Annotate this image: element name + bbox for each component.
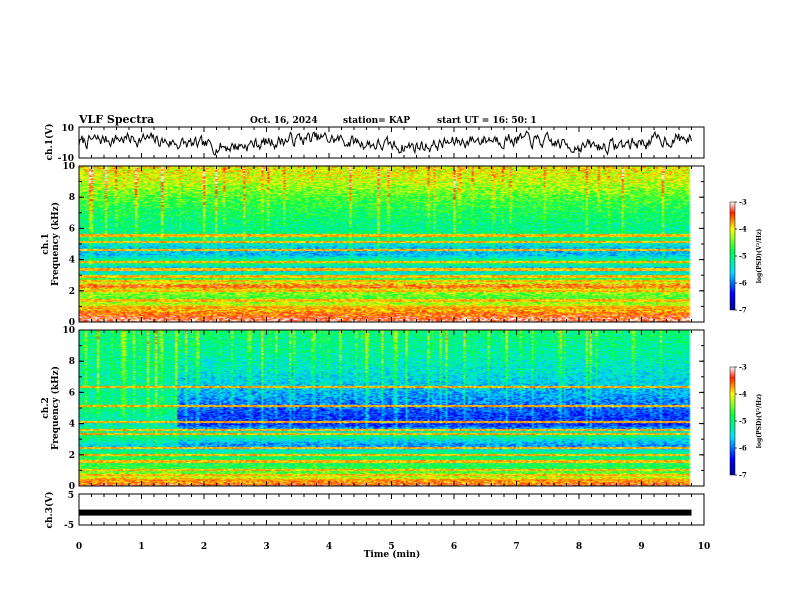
time-tick-label: 2 [201, 542, 207, 552]
colorbar-tick-label: -4 [739, 225, 747, 234]
ch2-spectrogram-panel: 0 2 4 6 8 10 ch.2 Frequency (kHz) [41, 326, 705, 492]
ch1-spectrogram-ylabel-channel: ch.1 [41, 233, 51, 254]
chart-station: station= KAP [343, 116, 410, 126]
chart-title: VLF Spectra [78, 113, 154, 126]
time-tick-label: 5 [388, 542, 394, 552]
ch1-xticks [78, 127, 705, 158]
ch1-colorbar: -3 -4 -5 -6 -7 log(PSD)(V²/Hz) [729, 198, 763, 315]
ch2-colorbar-ticks: -3 -4 -5 -6 -7 [735, 363, 747, 480]
ch2-colorbar-gradient [729, 366, 736, 476]
time-tick-label: 10 [698, 542, 711, 552]
colorbar-tick-label: -3 [739, 363, 747, 372]
ch2-spectrogram-xticks [78, 330, 705, 486]
ch1-waveform-panel: 10 -10 ch.1(V) [44, 124, 705, 164]
ch2-colorbar: -3 -4 -5 -6 -7 log(PSD)(V²/Hz) [729, 363, 763, 480]
ch3-waveform-panel: 5 -5 ch.3(V) 0 1 2 3 4 5 6 7 8 9 10 Time (min) [44, 491, 710, 560]
ch1-ytick-top: 10 [61, 124, 74, 134]
ch2-spectrogram-ylabel-frequency: Frequency (kHz) [50, 366, 61, 450]
ch2-colorbar-label: log(PSD)(V²/Hz) [756, 394, 763, 449]
ch1-colorbar-ticks: -3 -4 -5 -6 -7 [735, 198, 747, 315]
colorbar-tick-label: -6 [739, 279, 747, 288]
time-tick-label: 8 [576, 542, 582, 552]
ch3-ytick-bottom: -5 [64, 521, 74, 531]
ytick-label: 8 [69, 193, 75, 203]
colorbar-tick-label: -5 [739, 417, 747, 426]
ytick-label: 8 [69, 357, 75, 367]
chart-start-time: start UT = 16: 50: 1 [437, 116, 537, 126]
ch2-spectrogram-image [79, 330, 704, 486]
ytick-label: 6 [69, 224, 75, 234]
chart-date: Oct. 16, 2024 [250, 116, 318, 126]
ytick-label: 10 [62, 326, 75, 336]
ch1-spectrogram-image [79, 166, 704, 322]
ytick-label: 2 [69, 287, 75, 297]
time-tick-label: 9 [638, 542, 644, 552]
ch3-ylabel: ch.3(V) [44, 492, 55, 529]
ytick-label: 6 [69, 388, 75, 398]
colorbar-tick-label: -6 [739, 444, 747, 453]
ch2-spectrogram-yticks: 0 2 4 6 8 10 [62, 326, 704, 492]
ytick-label: 4 [69, 256, 75, 266]
ch1-colorbar-gradient [729, 201, 736, 311]
ch3-ytick-top: 5 [68, 491, 74, 501]
colorbar-tick-label: -4 [739, 390, 747, 399]
colorbar-tick-label: -7 [739, 306, 747, 315]
time-axis-ticklabels: 0 1 2 3 4 5 6 7 8 9 10 [76, 542, 710, 552]
ch1-colorbar-label: log(PSD)(V²/Hz) [756, 229, 763, 284]
time-tick-label: 4 [326, 542, 332, 552]
ch1-spectrogram-ylabel-frequency: Frequency (kHz) [50, 202, 61, 286]
colorbar-tick-label: -5 [739, 252, 747, 261]
ytick-label: 0 [69, 482, 75, 492]
time-axis-label: Time (min) [364, 549, 421, 560]
ch2-spectrogram-ylabel-channel: ch.2 [41, 397, 51, 418]
ch1-ytick-bottom: -10 [58, 154, 74, 164]
ch3-waveform-frame [78, 493, 705, 526]
ch3-xticks [78, 494, 705, 525]
ch3-waveform-line [79, 509, 692, 516]
colorbar-tick-label: -3 [739, 198, 747, 207]
ytick-label: 10 [62, 162, 75, 172]
ch1-spectrogram-xticks [78, 166, 705, 322]
time-tick-label: 3 [263, 542, 269, 552]
ytick-label: 0 [69, 318, 75, 328]
ytick-label: 4 [69, 420, 75, 430]
ytick-label: 2 [69, 451, 75, 461]
time-tick-label: 1 [138, 542, 144, 552]
time-tick-label: 7 [513, 542, 519, 552]
time-tick-label: 0 [76, 542, 82, 552]
ch1-waveform-line [78, 130, 692, 156]
ch1-spectrogram-panel: 0 2 4 6 8 10 ch.1 Frequency (kHz) [41, 162, 705, 328]
ch1-ylabel: ch.1(V) [44, 124, 55, 161]
colorbar-tick-label: -7 [739, 471, 747, 480]
time-tick-label: 6 [451, 542, 457, 552]
